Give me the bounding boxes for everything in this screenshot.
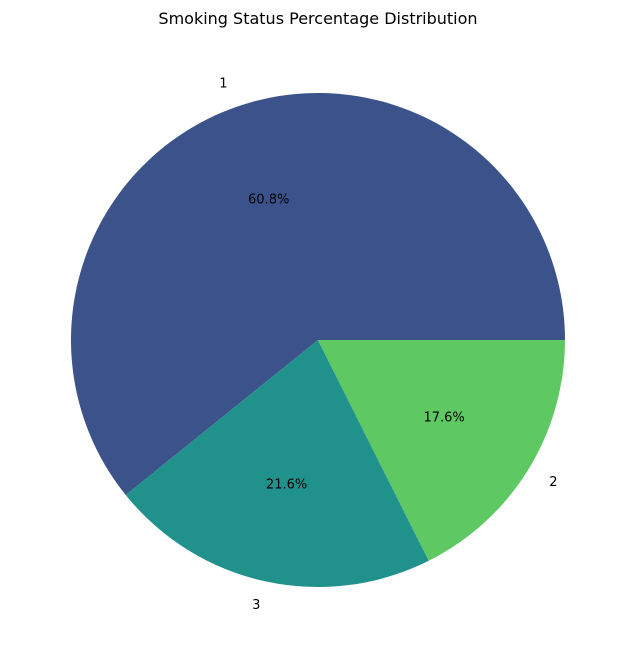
slice-percentage-1: 60.8%	[248, 193, 289, 208]
slice-label-2: 2	[549, 475, 557, 490]
pie-labels: 1 60.8% 3 21.6% 2 17.6%	[219, 76, 557, 613]
slice-percentage-2: 17.6%	[423, 410, 464, 425]
slice-label-3: 3	[252, 598, 260, 613]
pie-slices	[70, 92, 566, 587]
pie-slice-2	[318, 340, 565, 561]
chart-title: Smoking Status Percentage Distribution	[158, 9, 477, 28]
pie-slice-1	[70, 92, 566, 496]
slice-label-1: 1	[219, 76, 227, 91]
slice-percentage-3: 21.6%	[266, 477, 307, 492]
pie-slice-3	[125, 340, 429, 587]
